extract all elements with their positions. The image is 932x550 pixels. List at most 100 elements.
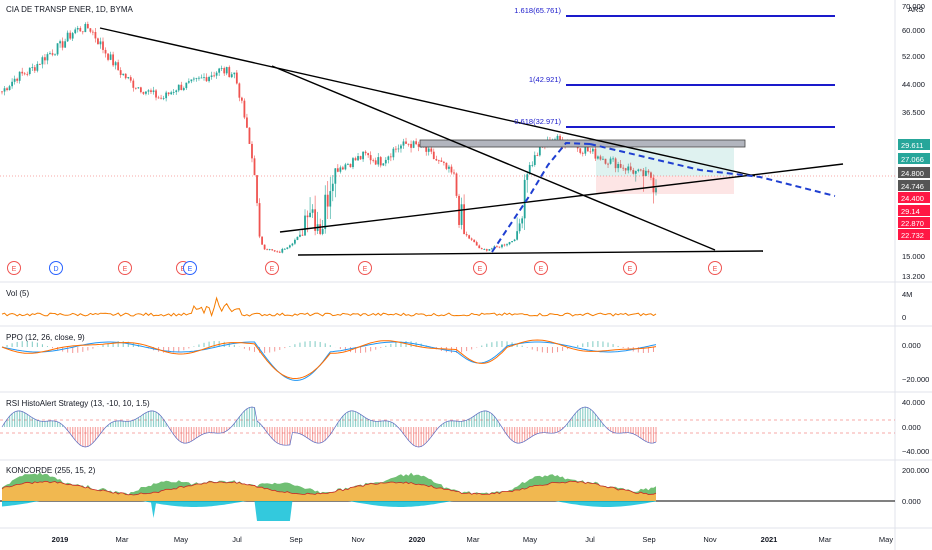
candle-body bbox=[506, 244, 508, 246]
candle-body bbox=[480, 248, 483, 250]
ppo-bar bbox=[395, 342, 397, 347]
candle-body bbox=[84, 23, 87, 33]
candle-body bbox=[485, 249, 488, 251]
candle-body bbox=[107, 53, 109, 60]
ppo-bar bbox=[41, 344, 43, 347]
rsi-bar bbox=[385, 420, 387, 427]
price-tick: 60.000 bbox=[902, 26, 925, 35]
fibonacci-levels[interactable]: 1.618(65.761) 1(42.921) 0.618(32.971) bbox=[514, 6, 835, 128]
rsi-bar bbox=[142, 414, 145, 427]
candle-body bbox=[311, 209, 314, 213]
ppo-bar bbox=[587, 342, 589, 347]
ppo-bar bbox=[592, 341, 594, 347]
candle-body bbox=[142, 92, 145, 94]
rsi-bar bbox=[185, 427, 187, 444]
candle-body bbox=[223, 68, 226, 74]
date-tick: Mar bbox=[819, 535, 832, 544]
projection-lines[interactable] bbox=[491, 141, 836, 253]
rsi-bar bbox=[642, 427, 644, 440]
price-tag-label: 29.611 bbox=[901, 141, 923, 150]
rsi-bar bbox=[637, 427, 639, 437]
rsi-bar bbox=[226, 427, 228, 431]
candle-body bbox=[395, 148, 397, 150]
date-tick: Sep bbox=[642, 535, 655, 544]
candle-body bbox=[425, 147, 428, 152]
price-tick: 36.500 bbox=[902, 108, 925, 117]
candle-body bbox=[521, 218, 524, 224]
ppo-bar bbox=[107, 343, 109, 347]
rsi-bar bbox=[521, 427, 523, 443]
koncorde-blue-area bbox=[2, 501, 656, 521]
rsi-bar bbox=[524, 427, 526, 442]
target-zone[interactable] bbox=[596, 148, 734, 176]
candle-body bbox=[74, 29, 77, 34]
candle-body bbox=[321, 228, 324, 234]
candle-body bbox=[132, 80, 135, 88]
candle-body bbox=[33, 67, 36, 71]
ppo-bar bbox=[652, 347, 654, 352]
rsi-bar bbox=[344, 413, 347, 427]
event-label: E bbox=[478, 266, 483, 273]
ppo-bar bbox=[6, 345, 8, 347]
candle-body bbox=[586, 147, 589, 152]
ppo-tick-zero: 0.000 bbox=[902, 341, 921, 350]
rsi-bar bbox=[481, 411, 483, 427]
candle-body bbox=[294, 239, 296, 244]
resistance-zone[interactable] bbox=[419, 139, 746, 148]
candle-body bbox=[51, 53, 54, 55]
price-tag bbox=[898, 229, 930, 240]
ppo-bar bbox=[329, 345, 331, 347]
candle-body bbox=[157, 97, 160, 99]
candle-body bbox=[235, 72, 238, 84]
candle-body bbox=[609, 158, 612, 164]
rsi-bar bbox=[423, 427, 425, 446]
ppo-bar bbox=[546, 347, 548, 353]
rsi-bar bbox=[551, 427, 554, 434]
ppo-bar bbox=[607, 342, 609, 347]
candle-body bbox=[8, 86, 11, 91]
date-tick: Nov bbox=[703, 535, 717, 544]
candle-body bbox=[617, 163, 620, 169]
ppo-bar bbox=[228, 343, 230, 347]
rsi-bar bbox=[362, 416, 364, 427]
rsi-bar bbox=[289, 427, 291, 445]
volume-tick-zero: 0 bbox=[902, 313, 906, 322]
rsi-bar bbox=[430, 427, 432, 437]
rsi-bar bbox=[402, 427, 405, 434]
ppo-bar bbox=[188, 347, 190, 349]
candle-body bbox=[329, 191, 332, 207]
rsi-bar bbox=[69, 427, 71, 434]
rsi-bar bbox=[31, 417, 33, 427]
ppo-bar bbox=[536, 347, 538, 352]
candle-body bbox=[304, 215, 306, 236]
rsi-bar bbox=[647, 427, 650, 443]
ppo-bar bbox=[516, 343, 518, 347]
candle-body bbox=[102, 41, 104, 50]
rsi-bar bbox=[367, 419, 369, 427]
rsi-bar bbox=[382, 420, 384, 427]
price-tag-label: 22.870 bbox=[901, 219, 924, 228]
candle-body bbox=[296, 236, 299, 240]
ppo-bar bbox=[551, 347, 553, 353]
ppo-bar bbox=[112, 341, 114, 347]
rsi-bar bbox=[304, 427, 306, 437]
candle-body bbox=[278, 251, 281, 253]
candle-body bbox=[66, 32, 69, 42]
rsi-bar bbox=[122, 421, 124, 427]
candle-body bbox=[559, 135, 561, 140]
volume-line bbox=[1, 296, 657, 318]
candle-body bbox=[589, 151, 592, 153]
rsi-bar bbox=[549, 427, 551, 434]
rsi-bar bbox=[21, 411, 23, 427]
candle-body bbox=[614, 158, 617, 169]
date-tick: 2019 bbox=[52, 535, 69, 544]
candle-body bbox=[180, 84, 183, 91]
rsi-bar bbox=[463, 420, 465, 427]
date-tick: May bbox=[523, 535, 537, 544]
candle-body bbox=[301, 234, 304, 236]
candle-body bbox=[455, 173, 458, 196]
rsi-bar bbox=[620, 427, 622, 434]
candle-body bbox=[359, 156, 362, 160]
